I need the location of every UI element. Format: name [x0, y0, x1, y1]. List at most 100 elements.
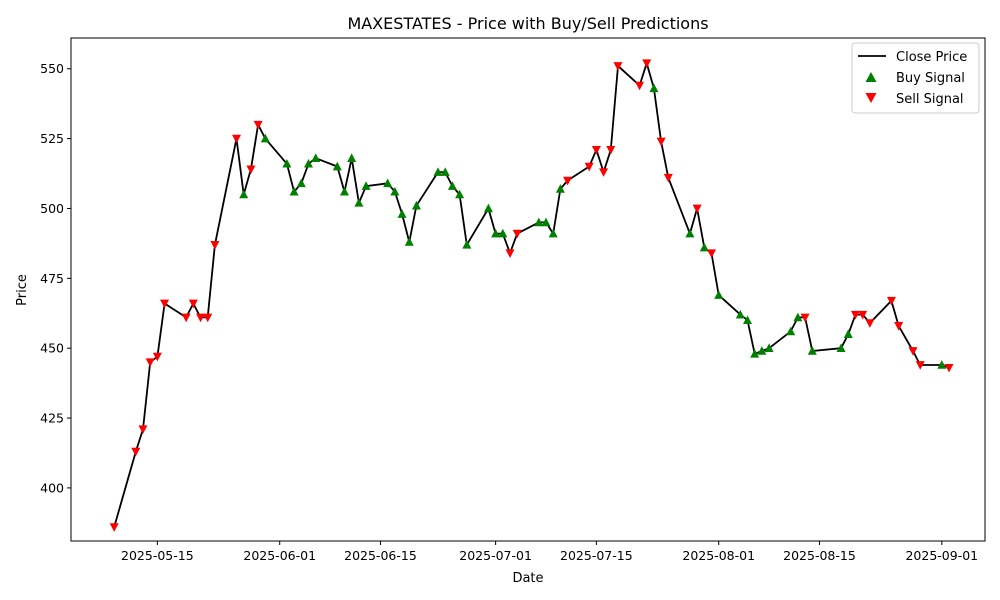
buy-signal-marker-43	[937, 360, 947, 369]
y-tick-label-2: 450	[40, 341, 64, 356]
sell-signal-marker-6	[181, 313, 191, 323]
sell-signal-marker-16	[563, 176, 573, 186]
chart-title: MAXESTATES - Price with Buy/Sell Predict…	[347, 14, 708, 33]
x-axis: 2025-05-15 2025-06-01 2025-06-15 2025-07-01…	[121, 541, 978, 563]
x-tick-label-6: 2025-08-15	[783, 548, 856, 563]
legend-sell-label: Sell Signal	[896, 92, 964, 107]
y-tick-label-1: 425	[40, 411, 64, 426]
buy-signal-marker-27	[548, 228, 558, 238]
sell-signal-marker-12	[246, 165, 256, 175]
sell-signal-marker-22	[635, 81, 645, 91]
sell-signal-marker-27	[707, 249, 717, 258]
buy-signal-marker-38	[786, 326, 796, 336]
y-tick-label-3: 475	[40, 271, 64, 286]
buy-signal-marker-17	[433, 167, 443, 176]
buy-signal-marker-15	[404, 237, 414, 246]
y-axis-title: Price	[15, 274, 30, 306]
sell-signal-marker-24	[656, 137, 666, 147]
sell-signal-marker-3	[145, 358, 155, 367]
sell-signal-marker-13	[253, 120, 263, 130]
buy-signal-marker-14	[397, 209, 407, 218]
sell-signal-marker-36	[944, 363, 954, 373]
buy-signal-marker-36	[757, 346, 767, 355]
sell-signal-marker-0	[109, 523, 119, 532]
buy-signal-marker-25	[534, 217, 544, 227]
legend-buy-label: Buy Signal	[896, 71, 965, 86]
sell-signal-marker-8	[196, 313, 206, 323]
sell-signal-marker-34	[908, 347, 918, 356]
buy-signal-marker-22	[483, 203, 493, 213]
sell-signal-marker-14	[505, 249, 515, 258]
buy-signal-marker-4	[296, 178, 306, 188]
sell-signal-marker-35	[915, 361, 925, 370]
sell-signal-marker-23	[642, 59, 652, 68]
sell-signal-marker-25	[663, 173, 673, 183]
buy-signal-marker-0	[239, 189, 249, 199]
sell-signal-marker-5	[160, 299, 170, 309]
buy-signal-marker-12	[383, 178, 393, 188]
y-tick-label-5: 525	[40, 131, 64, 146]
sell-signal-marker-33	[894, 322, 904, 331]
sell-signal-marker-28	[800, 313, 810, 323]
y-tick-label-0: 400	[40, 480, 64, 495]
buy-signal-marker-29	[649, 83, 659, 93]
plot-area	[109, 59, 954, 532]
y-tick-label-4: 500	[40, 201, 64, 216]
sell-signal-marker-31	[865, 319, 875, 328]
buy-signal-marker-40	[807, 346, 817, 355]
sell-signal-marker-18	[591, 145, 601, 155]
buy-signal-marker-3	[289, 186, 299, 196]
buy-signal-marker-10	[354, 198, 364, 207]
sell-signal-marker-30	[858, 310, 868, 320]
buy-signal-marker-5	[303, 158, 313, 168]
sell-signal-marker-7	[188, 299, 198, 309]
buy-signal-marker-13	[390, 186, 400, 196]
y-axis: 400 425 450 475 500 525 550	[40, 61, 71, 495]
buy-signal-marker-6	[311, 153, 321, 162]
x-tick-label-4: 2025-07-15	[560, 548, 633, 563]
sell-signal-marker-11	[232, 134, 242, 144]
sell-signal-marker-9	[203, 313, 213, 323]
buy-signal-marker-30	[685, 228, 695, 238]
buy-signal-marker-1	[260, 133, 270, 143]
legend-box	[851, 42, 980, 114]
buy-signal-marker-37	[764, 343, 774, 352]
sell-signal-marker-2	[138, 425, 148, 435]
legend-sell-swatch	[865, 93, 877, 103]
buy-signal-marker-2	[282, 158, 292, 168]
x-tick-label-0: 2025-05-15	[121, 548, 194, 563]
sell-signal-marker-21	[613, 62, 623, 71]
sell-signal-marker-26	[692, 204, 702, 214]
sell-signal-marker-15	[512, 229, 522, 239]
plot-frame	[70, 37, 986, 542]
buy-signal-marker-26	[541, 217, 551, 227]
buy-signal-marker-19	[447, 181, 457, 190]
sell-signal-marker-20	[606, 145, 616, 155]
x-tick-label-7: 2025-09-01	[905, 548, 978, 563]
sell-signal-marker-19	[599, 168, 609, 177]
buy-signal-marker-32	[714, 290, 724, 299]
buy-signal-marker-7	[332, 161, 342, 171]
buy-signal-marker-34	[743, 315, 753, 325]
buy-signal-marker-23	[491, 228, 501, 238]
buy-signal-marker-35	[750, 348, 760, 358]
buy-signal-marker-21	[462, 239, 472, 249]
y-tick-label-6: 550	[40, 61, 64, 76]
x-tick-label-3: 2025-07-01	[459, 548, 532, 563]
x-tick-label-1: 2025-06-01	[243, 548, 316, 563]
legend-buy-swatch	[865, 72, 877, 82]
sell-signal-marker-17	[584, 162, 594, 172]
x-tick-label-2: 2025-06-15	[344, 548, 417, 563]
buy-signal-marker-8	[339, 186, 349, 196]
buy-signal-marker-18	[440, 167, 450, 176]
sell-signal-marker-32	[886, 296, 896, 306]
legend: Close Price Buy Signal Sell Signal	[851, 42, 980, 114]
buy-signal-marker-20	[455, 189, 465, 199]
buy-signal-marker-33	[735, 309, 745, 319]
sell-signal-marker-10	[210, 240, 220, 250]
buy-signal-marker-16	[411, 200, 421, 210]
sell-signal-marker-1	[131, 447, 141, 457]
buy-signal-marker-31	[699, 242, 709, 252]
